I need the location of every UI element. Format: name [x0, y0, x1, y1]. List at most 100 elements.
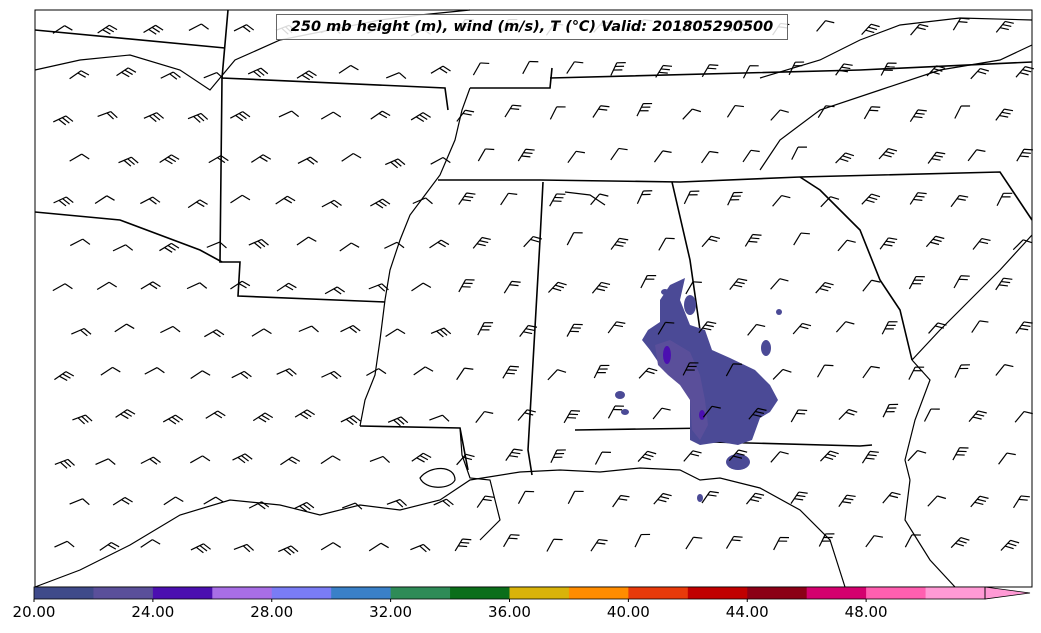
wind-barb-icon — [548, 281, 567, 293]
wind-barb-icon — [247, 67, 269, 78]
wind-barb-icon — [835, 63, 853, 76]
wind-barb-icon — [366, 368, 387, 377]
wind-barb-icon — [772, 368, 792, 380]
wind-barb-icon — [340, 415, 361, 426]
wind-barb-icon — [910, 23, 929, 36]
temperature-speck — [761, 340, 771, 356]
wind-barb-icon — [114, 323, 135, 333]
wind-barb-icon — [728, 449, 748, 462]
wind-barb-icon — [159, 154, 180, 165]
wind-barb-icon — [324, 286, 346, 295]
colorbar-segment — [568, 587, 629, 599]
wind-barb-icon — [208, 155, 229, 164]
wind-barb-icon — [203, 496, 224, 505]
wind-barb-icon — [549, 106, 566, 120]
wind-barb-icon — [566, 232, 583, 246]
wind-barb-icon — [653, 492, 672, 505]
wind-barb-icon — [188, 23, 209, 31]
wind-barb-icon — [99, 541, 120, 551]
wind-barb-icon — [252, 412, 274, 423]
wind-barb-icon — [862, 365, 880, 379]
wind-barb-icon — [726, 104, 744, 118]
wind-barb-icon — [385, 158, 406, 169]
wind-barb-icon — [701, 235, 721, 248]
wind-barb-icon — [54, 540, 75, 548]
wind-barb-icon — [206, 241, 227, 249]
wind-barb-icon — [190, 543, 211, 554]
wind-barb-icon — [275, 195, 296, 205]
wind-barb-icon — [1014, 410, 1033, 423]
wind-barb-icon — [232, 453, 253, 464]
wind-barb-icon — [412, 197, 433, 205]
temperature-region-core — [699, 410, 705, 420]
wind-barb-icon — [967, 149, 986, 162]
wind-barb-icon — [338, 64, 359, 74]
wind-barb-icon — [865, 535, 884, 548]
wind-barb-icon — [909, 109, 927, 123]
state-boundaries — [34, 9, 1033, 476]
colorbar-tick-label: 28.00 — [250, 603, 294, 621]
wind-barb-icon — [1012, 495, 1030, 509]
wind-barb-icon — [458, 279, 475, 293]
wind-barb-icon — [729, 278, 748, 291]
wind-barb-icon — [433, 498, 454, 507]
wind-barb-icon — [880, 62, 897, 76]
wind-barb-icon — [321, 370, 342, 380]
wind-barb-icon — [908, 275, 925, 290]
wind-barb-icon — [607, 321, 626, 334]
wind-barb-icon — [837, 239, 856, 252]
wind-barb-icon — [861, 193, 881, 205]
wind-barb-icon — [517, 490, 535, 504]
wind-barb-icon — [610, 147, 628, 161]
wind-barb-icon — [430, 327, 452, 338]
wind-barb-icon — [69, 498, 90, 506]
temperature-speck — [776, 309, 782, 315]
wind-barb-icon — [908, 366, 925, 380]
wind-barb-icon — [970, 67, 990, 80]
wind-barb-icon — [927, 495, 947, 507]
wind-barb-icon — [909, 192, 927, 205]
wind-barb-icon — [591, 281, 611, 294]
wind-barb-icon — [70, 238, 91, 247]
wind-barb-icon — [1016, 148, 1033, 162]
wind-barb-icon — [816, 20, 835, 32]
wind-barb-icon — [53, 115, 74, 126]
wind-barb-icon — [770, 278, 789, 290]
wind-barb-icon — [342, 502, 363, 510]
wind-barb-icon — [472, 62, 490, 76]
wind-barb-icon — [368, 542, 389, 552]
wind-barb-icon — [456, 367, 474, 381]
wind-barb-icon — [817, 105, 835, 118]
wind-barb-icon — [882, 491, 901, 504]
wind-barb-icon — [863, 106, 881, 120]
wind-barb-icon — [52, 25, 73, 34]
wind-barb-icon — [682, 108, 702, 120]
temperature-speck — [621, 409, 629, 415]
wind-barb-icon — [430, 157, 451, 165]
wind-barb-icon — [657, 321, 675, 335]
wind-barb-icon — [163, 496, 184, 506]
wind-barb-icon — [878, 148, 898, 160]
wind-barb-icon — [592, 105, 610, 118]
wind-barb-icon — [456, 109, 475, 122]
colorbar-segment — [271, 587, 332, 599]
wind-barb-icon — [95, 458, 116, 466]
wind-barb-icon — [296, 236, 317, 246]
colorbar-segment — [747, 587, 808, 599]
wind-barb-icon — [205, 410, 226, 419]
wind-barb-icon — [968, 410, 987, 423]
wind-barb-icon — [320, 455, 341, 465]
wind-barb-icon — [369, 455, 390, 463]
wind-barb-icon — [927, 151, 946, 164]
wind-barb-icon — [97, 24, 118, 35]
wind-barb-icon — [593, 364, 610, 379]
colorbar-segment — [687, 587, 748, 599]
wind-barb-icon — [950, 536, 970, 549]
wind-barb-icon — [504, 104, 522, 118]
wind-barb-icon — [879, 237, 898, 250]
wind-barb-icon — [204, 329, 225, 338]
wind-barb-icon — [790, 491, 808, 504]
wind-barb-icon — [454, 538, 472, 552]
wind-barb-icon — [685, 281, 702, 295]
wind-barb-icon — [995, 277, 1013, 291]
